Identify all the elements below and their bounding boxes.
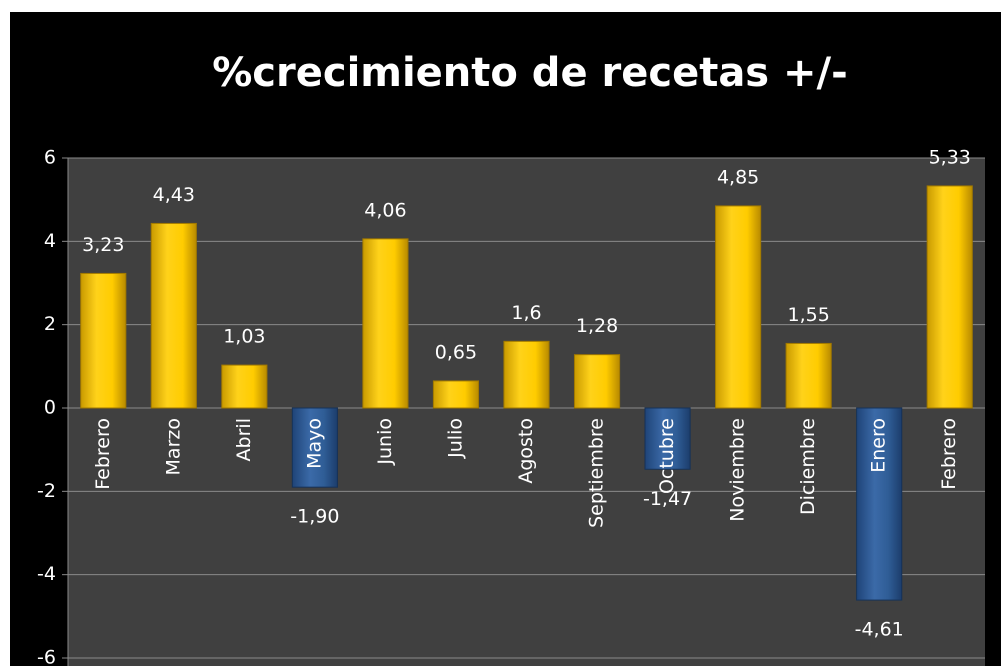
y-tick-label: 2 (44, 313, 56, 335)
bar (362, 238, 409, 409)
y-tick-label: 6 (44, 147, 56, 169)
data-label: 5,33 (929, 146, 971, 168)
y-tick-label: -2 (37, 480, 56, 502)
bar (221, 364, 268, 409)
data-label: -1,47 (643, 488, 692, 510)
bar (856, 407, 903, 601)
bar (573, 354, 621, 409)
bar (715, 205, 762, 409)
plot-area (68, 158, 985, 666)
x-tick-label: Junio (374, 418, 396, 466)
x-tick-label: Mayo (303, 418, 325, 469)
y-tick-label: -6 (37, 647, 56, 666)
x-tick-label: Febrero (92, 418, 114, 490)
chart-title: %crecimiento de recetas +/- (212, 50, 848, 96)
x-tick-label: Agosto (515, 418, 537, 484)
bar (785, 342, 832, 409)
x-tick-label: Julio (444, 418, 466, 459)
data-label: 4,06 (364, 199, 406, 221)
bar (644, 407, 691, 470)
data-label: 4,85 (717, 166, 759, 188)
bar (503, 340, 550, 409)
x-tick-label: Marzo (162, 418, 184, 475)
bar (150, 222, 197, 409)
data-label: 4,43 (153, 184, 195, 206)
data-label: 1,55 (787, 304, 829, 326)
x-tick-label: Octubre (656, 418, 678, 494)
y-tick-label: 0 (44, 397, 56, 419)
data-label: 0,65 (435, 341, 477, 363)
x-tick-label: Abril (233, 418, 255, 461)
data-label: 1,28 (576, 315, 618, 337)
bar (80, 272, 127, 409)
bar (291, 407, 338, 488)
data-label: 1,03 (223, 326, 265, 348)
x-tick-label: Enero (868, 418, 890, 473)
bar (432, 380, 480, 409)
x-tick-label: Septiembre (586, 418, 608, 528)
y-tick-label: 4 (44, 230, 56, 252)
x-tick-label: Febrero (938, 418, 960, 490)
x-tick-label: Noviembre (727, 418, 749, 522)
data-label: -4,61 (855, 619, 904, 641)
y-tick-label: -4 (37, 563, 56, 585)
data-label: -1,90 (290, 506, 339, 528)
data-label: 3,23 (82, 234, 124, 256)
bar (926, 185, 973, 409)
data-label: 1,6 (511, 302, 541, 324)
x-tick-label: Diciembre (797, 418, 819, 515)
